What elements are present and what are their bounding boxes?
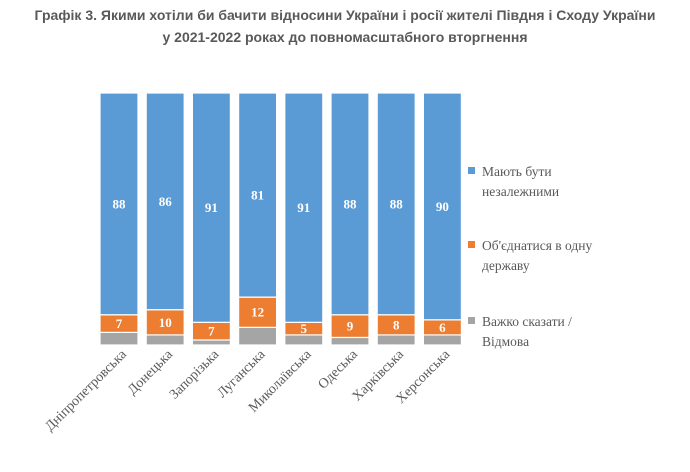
data-label-independent-0: 88: [113, 196, 127, 211]
x-tick-label-2: Запорізька: [167, 347, 223, 403]
bar-segment-independent-0: [99, 92, 139, 316]
data-label-unite-6: 8: [393, 317, 400, 332]
x-tick-label-0: Дніпропетровська: [43, 347, 131, 435]
data-label-unite-3: 12: [251, 305, 264, 320]
data-label-independent-1: 86: [159, 194, 173, 209]
data-label-unite-0: 7: [116, 316, 123, 331]
legend-label-0-line-1: незалежними: [482, 184, 559, 199]
chart-title-line-2: у 2021-2022 роках до повномасштабного вт…: [162, 29, 528, 45]
legend-item-1: Об'єднатися в одну державу: [468, 238, 592, 273]
data-label-unite-4: 5: [301, 321, 308, 336]
legend-swatch-2: [468, 317, 475, 324]
bar-segment-dont-know-6: [376, 334, 416, 346]
data-label-unite-7: 6: [439, 320, 446, 335]
legend-label-2-line-1: Відмова: [482, 334, 529, 349]
legend-item-2: Важко сказати / Відмова: [468, 314, 572, 349]
bar-segment-independent-4: [284, 92, 324, 323]
chart-title-line-1: Графік 3. Якими хотіли би бачити відноси…: [34, 7, 656, 23]
data-label-unite-5: 9: [347, 319, 354, 334]
legend-label-1-line-0: Об'єднатися в одну: [482, 238, 592, 253]
data-label-independent-7: 90: [436, 199, 449, 214]
bar-segment-dont-know-7: [422, 334, 462, 346]
bar-segment-independent-5: [330, 92, 370, 316]
legend-label-0-line-0: Мають бути: [482, 164, 552, 179]
bar-segment-dont-know-5: [330, 336, 370, 346]
bar-segment-independent-2: [191, 92, 231, 323]
legend-label-2-line-0: Важко сказати /: [482, 314, 572, 329]
data-label-unite-1: 10: [159, 315, 172, 330]
data-label-independent-4: 91: [297, 200, 310, 215]
bar-segment-dont-know-0: [99, 331, 139, 346]
data-label-independent-3: 81: [251, 188, 264, 203]
legend-swatch-0: [468, 167, 475, 174]
data-label-unite-2: 7: [208, 324, 215, 339]
chart-title: Графік 3. Якими хотіли би бачити відноси…: [0, 4, 690, 48]
legend-item-0: Мають бути незалежними: [468, 164, 559, 199]
bar-segment-unite-1: [145, 309, 185, 336]
bar-segment-independent-3: [238, 92, 278, 298]
bar-segment-independent-6: [376, 92, 416, 316]
bar-segment-dont-know-3: [238, 326, 278, 346]
bar-segment-dont-know-2: [191, 339, 231, 346]
data-label-independent-2: 91: [205, 200, 218, 215]
data-label-independent-5: 88: [344, 196, 358, 211]
bar-segment-independent-1: [145, 92, 185, 311]
bar-segment-dont-know-4: [284, 334, 324, 346]
x-tick-label-5: Одеська: [316, 347, 362, 393]
bar-segment-dont-know-1: [145, 334, 185, 346]
bar-segment-independent-7: [422, 92, 462, 321]
legend-label-1-line-1: державу: [482, 258, 530, 273]
data-label-independent-6: 88: [390, 196, 404, 211]
legend-swatch-1: [468, 241, 475, 248]
